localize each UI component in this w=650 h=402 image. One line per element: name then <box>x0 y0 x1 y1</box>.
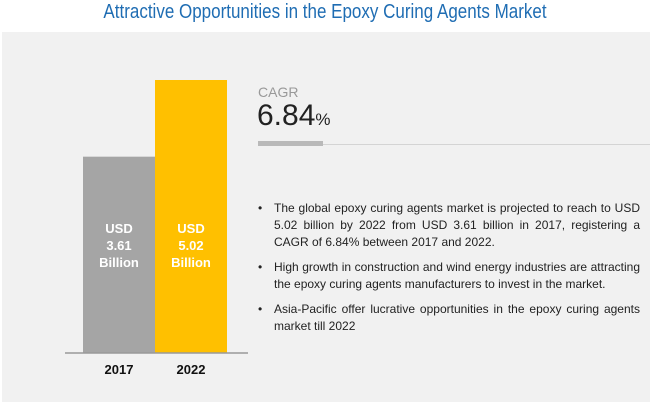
bar-data-label: USD <box>105 221 132 236</box>
divider-line <box>323 144 650 145</box>
bullet-item: Asia-Pacific offer lucrative opportuniti… <box>258 301 640 335</box>
bar-data-label: USD <box>177 221 204 236</box>
bar-2022 <box>155 80 227 353</box>
cagr-value: 6.84% <box>257 99 331 133</box>
bullet-list: The global epoxy curing agents market is… <box>258 200 640 343</box>
bar-data-label: 3.61 <box>106 238 131 253</box>
bar-2017 <box>83 156 155 353</box>
bar-data-label: 5.02 <box>178 238 203 253</box>
cagr-label: CAGR <box>258 84 299 100</box>
cagr-unit: % <box>315 110 331 129</box>
x-tick-label: 2017 <box>105 362 134 377</box>
cagr-number: 6.84 <box>257 99 316 132</box>
cagr-underline <box>258 141 323 146</box>
bullet-item: High growth in construction and wind ene… <box>258 259 640 293</box>
bar-data-label: Billion <box>171 255 211 270</box>
bar-data-label: Billion <box>99 255 139 270</box>
bullet-item: The global epoxy curing agents market is… <box>258 200 640 251</box>
page-title: Attractive Opportunities in the Epoxy Cu… <box>103 1 547 23</box>
x-tick-label: 2022 <box>177 362 206 377</box>
